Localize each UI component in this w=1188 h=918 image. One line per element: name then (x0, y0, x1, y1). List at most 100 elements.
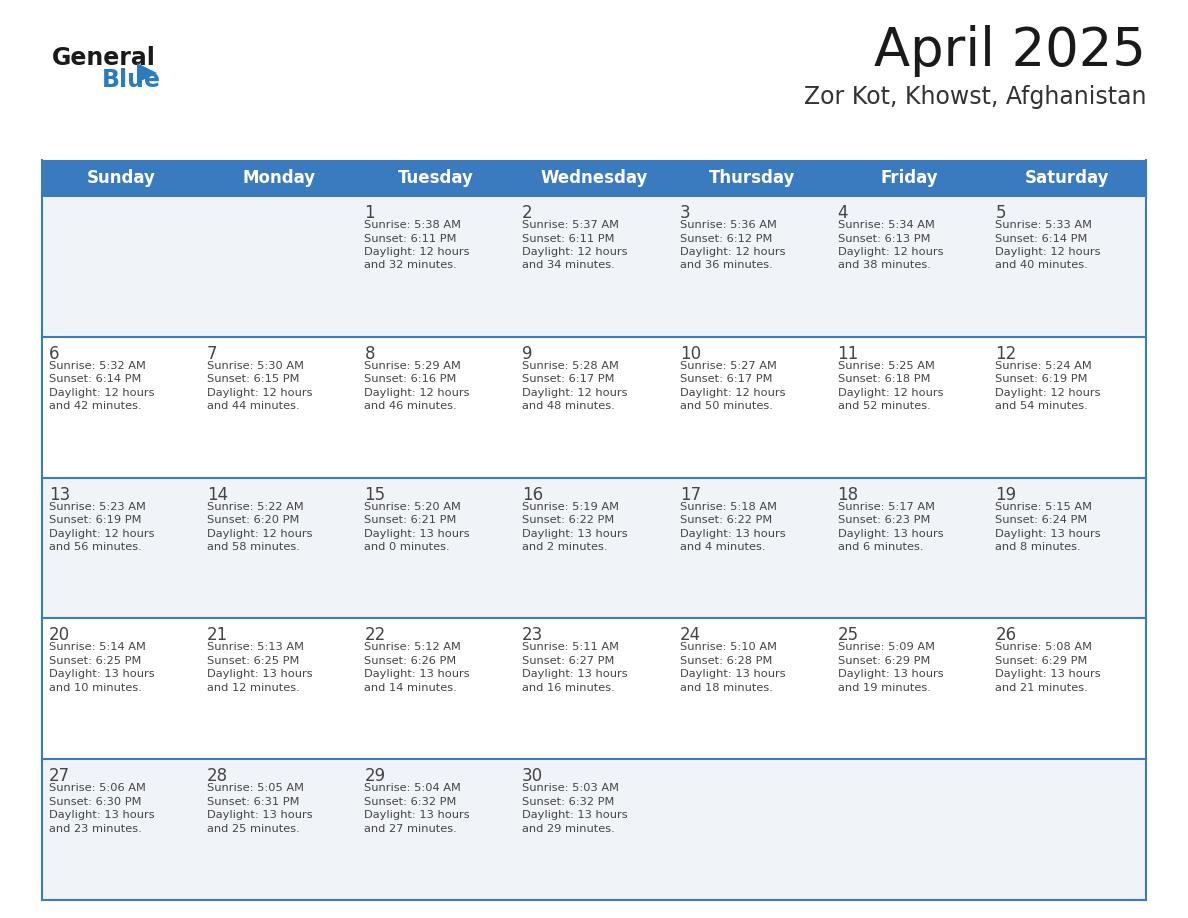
Text: and 52 minutes.: and 52 minutes. (838, 401, 930, 411)
Bar (42, 196, 1146, 337)
Text: Wednesday: Wednesday (541, 169, 647, 187)
Text: Sunset: 6:19 PM: Sunset: 6:19 PM (996, 375, 1088, 385)
Text: Sunrise: 5:03 AM: Sunrise: 5:03 AM (523, 783, 619, 793)
Text: Daylight: 12 hours: Daylight: 12 hours (680, 387, 785, 397)
Text: 12: 12 (996, 345, 1017, 363)
Text: General: General (52, 46, 156, 70)
Text: Sunrise: 5:34 AM: Sunrise: 5:34 AM (838, 220, 935, 230)
Text: Sunset: 6:26 PM: Sunset: 6:26 PM (365, 655, 456, 666)
Text: Daylight: 13 hours: Daylight: 13 hours (207, 669, 312, 679)
Text: and 18 minutes.: and 18 minutes. (680, 683, 772, 693)
Text: Daylight: 12 hours: Daylight: 12 hours (365, 387, 470, 397)
Text: Sunrise: 5:12 AM: Sunrise: 5:12 AM (365, 643, 461, 653)
Text: Sunset: 6:21 PM: Sunset: 6:21 PM (365, 515, 457, 525)
Text: and 48 minutes.: and 48 minutes. (523, 401, 615, 411)
Text: Sunrise: 5:05 AM: Sunrise: 5:05 AM (207, 783, 304, 793)
Text: Sunset: 6:17 PM: Sunset: 6:17 PM (680, 375, 772, 385)
Bar (42, 619, 1146, 759)
Text: and 36 minutes.: and 36 minutes. (680, 261, 772, 271)
Text: Sunday: Sunday (87, 169, 156, 187)
Text: Sunset: 6:30 PM: Sunset: 6:30 PM (49, 797, 141, 807)
Text: Daylight: 13 hours: Daylight: 13 hours (49, 669, 154, 679)
Text: Sunset: 6:22 PM: Sunset: 6:22 PM (523, 515, 614, 525)
Text: and 10 minutes.: and 10 minutes. (49, 683, 141, 693)
Text: Daylight: 13 hours: Daylight: 13 hours (838, 669, 943, 679)
Text: Sunset: 6:12 PM: Sunset: 6:12 PM (680, 233, 772, 243)
Text: 4: 4 (838, 204, 848, 222)
Text: Sunrise: 5:15 AM: Sunrise: 5:15 AM (996, 501, 1092, 511)
Text: Sunrise: 5:22 AM: Sunrise: 5:22 AM (207, 501, 303, 511)
Text: Friday: Friday (880, 169, 939, 187)
Text: Sunrise: 5:33 AM: Sunrise: 5:33 AM (996, 220, 1092, 230)
Text: 8: 8 (365, 345, 375, 363)
Text: Sunset: 6:14 PM: Sunset: 6:14 PM (49, 375, 141, 385)
Text: and 46 minutes.: and 46 minutes. (365, 401, 457, 411)
Bar (42, 337, 1146, 477)
Text: Sunrise: 5:17 AM: Sunrise: 5:17 AM (838, 501, 935, 511)
Text: and 54 minutes.: and 54 minutes. (996, 401, 1088, 411)
Text: Zor Kot, Khowst, Afghanistan: Zor Kot, Khowst, Afghanistan (803, 85, 1146, 109)
Text: 27: 27 (49, 767, 70, 785)
Text: Sunrise: 5:29 AM: Sunrise: 5:29 AM (365, 361, 461, 371)
Text: Sunset: 6:14 PM: Sunset: 6:14 PM (996, 233, 1088, 243)
Text: Sunset: 6:18 PM: Sunset: 6:18 PM (838, 375, 930, 385)
Text: Daylight: 12 hours: Daylight: 12 hours (680, 247, 785, 257)
Text: Daylight: 13 hours: Daylight: 13 hours (207, 811, 312, 820)
Text: and 0 minutes.: and 0 minutes. (365, 543, 450, 552)
Text: and 16 minutes.: and 16 minutes. (523, 683, 615, 693)
Text: Sunset: 6:19 PM: Sunset: 6:19 PM (49, 515, 141, 525)
Text: Sunset: 6:22 PM: Sunset: 6:22 PM (680, 515, 772, 525)
Text: Daylight: 13 hours: Daylight: 13 hours (523, 529, 627, 539)
Text: 29: 29 (365, 767, 386, 785)
Text: 2: 2 (523, 204, 532, 222)
Text: Daylight: 12 hours: Daylight: 12 hours (996, 247, 1101, 257)
Text: Sunset: 6:16 PM: Sunset: 6:16 PM (365, 375, 457, 385)
Text: 11: 11 (838, 345, 859, 363)
Text: and 58 minutes.: and 58 minutes. (207, 543, 299, 552)
Text: Sunset: 6:25 PM: Sunset: 6:25 PM (207, 655, 299, 666)
Text: Sunset: 6:23 PM: Sunset: 6:23 PM (838, 515, 930, 525)
Bar (42, 477, 1146, 619)
Text: Daylight: 12 hours: Daylight: 12 hours (523, 247, 627, 257)
Text: and 27 minutes.: and 27 minutes. (365, 823, 457, 834)
Text: 16: 16 (523, 486, 543, 504)
Text: 22: 22 (365, 626, 386, 644)
Text: and 2 minutes.: and 2 minutes. (523, 543, 607, 552)
Text: Sunset: 6:27 PM: Sunset: 6:27 PM (523, 655, 614, 666)
Text: and 8 minutes.: and 8 minutes. (996, 543, 1081, 552)
Text: Thursday: Thursday (708, 169, 795, 187)
Text: Daylight: 13 hours: Daylight: 13 hours (996, 669, 1101, 679)
Text: Sunrise: 5:13 AM: Sunrise: 5:13 AM (207, 643, 304, 653)
Text: and 56 minutes.: and 56 minutes. (49, 543, 141, 552)
Text: Sunset: 6:13 PM: Sunset: 6:13 PM (838, 233, 930, 243)
Text: Daylight: 13 hours: Daylight: 13 hours (996, 529, 1101, 539)
Text: 19: 19 (996, 486, 1017, 504)
Text: and 21 minutes.: and 21 minutes. (996, 683, 1088, 693)
Text: 18: 18 (838, 486, 859, 504)
Text: Daylight: 12 hours: Daylight: 12 hours (49, 387, 154, 397)
Bar (42, 759, 1146, 900)
Text: Daylight: 12 hours: Daylight: 12 hours (207, 387, 312, 397)
Text: Sunrise: 5:28 AM: Sunrise: 5:28 AM (523, 361, 619, 371)
Text: 30: 30 (523, 767, 543, 785)
Text: and 44 minutes.: and 44 minutes. (207, 401, 299, 411)
Text: Daylight: 13 hours: Daylight: 13 hours (523, 811, 627, 820)
Polygon shape (137, 63, 157, 83)
Text: Sunrise: 5:32 AM: Sunrise: 5:32 AM (49, 361, 146, 371)
Text: and 32 minutes.: and 32 minutes. (365, 261, 457, 271)
Text: Sunset: 6:25 PM: Sunset: 6:25 PM (49, 655, 141, 666)
Text: 26: 26 (996, 626, 1017, 644)
Text: April 2025: April 2025 (874, 25, 1146, 77)
Text: 20: 20 (49, 626, 70, 644)
Text: Sunset: 6:11 PM: Sunset: 6:11 PM (365, 233, 457, 243)
Text: Daylight: 13 hours: Daylight: 13 hours (838, 529, 943, 539)
Text: 21: 21 (207, 626, 228, 644)
Text: Sunset: 6:31 PM: Sunset: 6:31 PM (207, 797, 299, 807)
Text: Daylight: 13 hours: Daylight: 13 hours (365, 669, 470, 679)
Text: and 19 minutes.: and 19 minutes. (838, 683, 930, 693)
Text: Sunrise: 5:08 AM: Sunrise: 5:08 AM (996, 643, 1092, 653)
Text: Sunset: 6:32 PM: Sunset: 6:32 PM (523, 797, 614, 807)
Text: Saturday: Saturday (1025, 169, 1110, 187)
Text: and 29 minutes.: and 29 minutes. (523, 823, 615, 834)
Text: 5: 5 (996, 204, 1006, 222)
